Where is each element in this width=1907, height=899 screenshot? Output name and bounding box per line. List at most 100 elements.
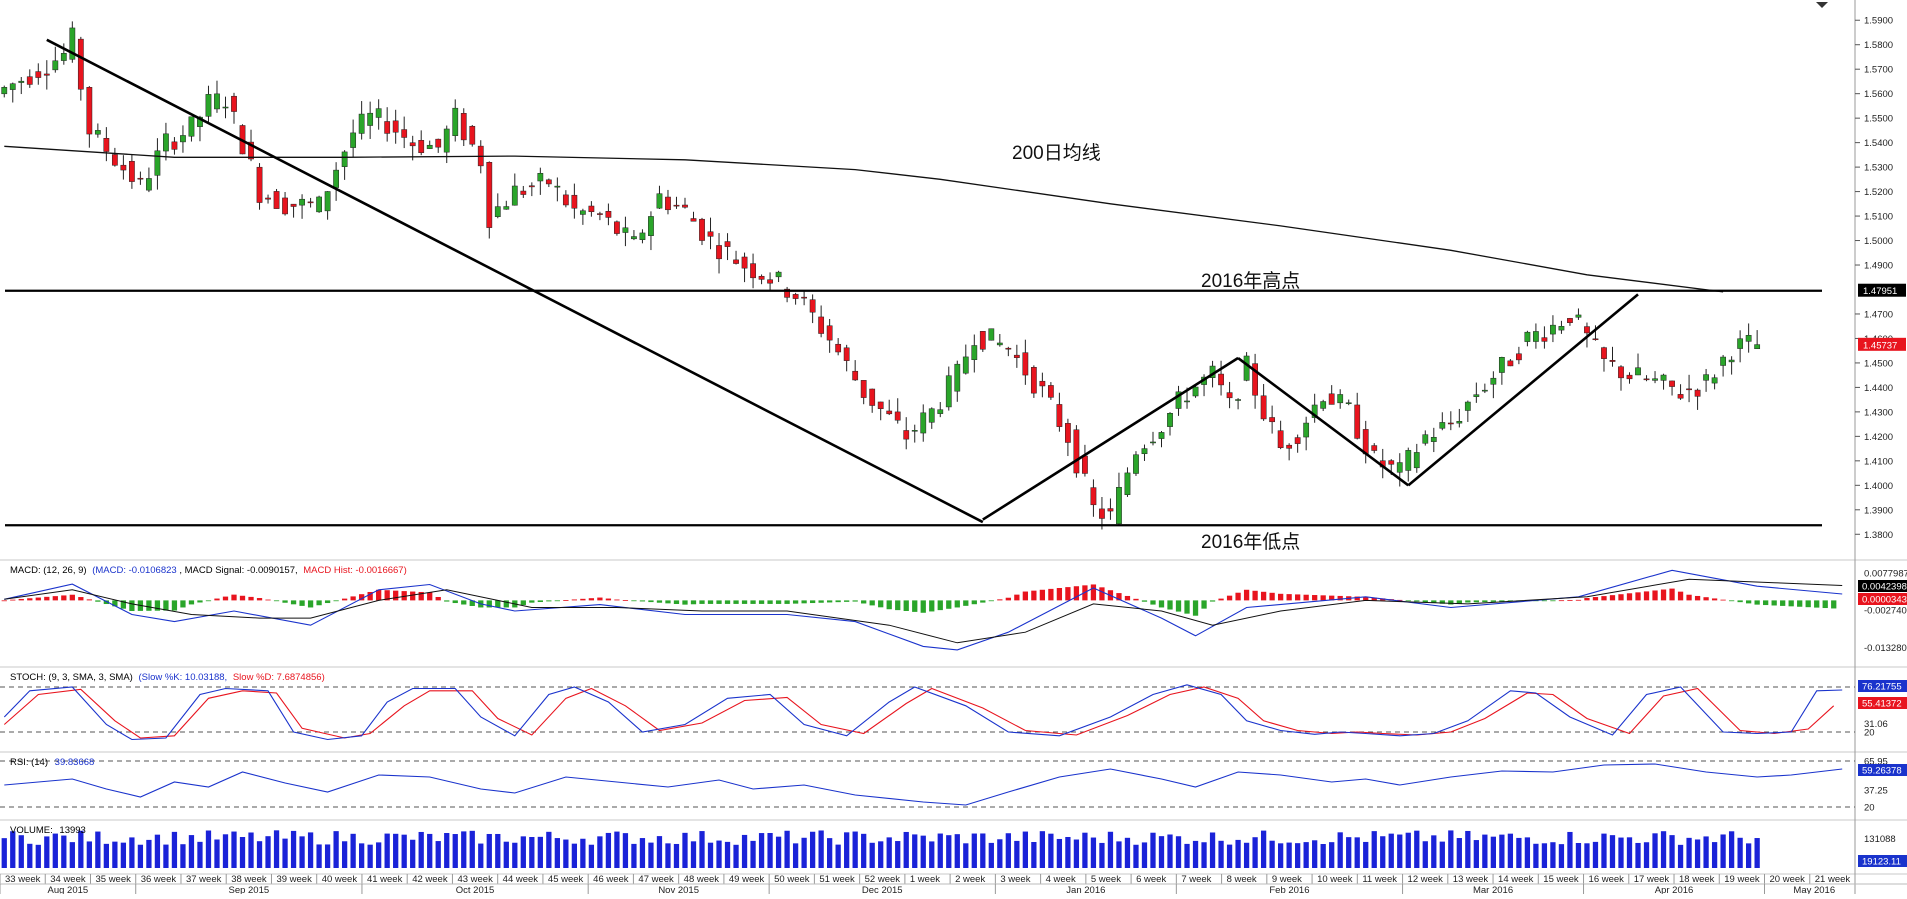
candle-body[interactable] — [928, 408, 935, 423]
candle-body[interactable] — [528, 185, 535, 188]
volume-panel[interactable] — [1, 830, 1760, 868]
candle-body[interactable] — [571, 194, 578, 209]
candle-body[interactable] — [1507, 360, 1514, 367]
candle-body[interactable] — [1388, 460, 1395, 465]
candle-body[interactable] — [741, 256, 748, 269]
candle-body[interactable] — [962, 356, 969, 374]
candle-body[interactable] — [1447, 422, 1454, 425]
rsi-panel[interactable] — [0, 760, 1855, 808]
candle-body[interactable] — [1686, 388, 1692, 391]
candle-body[interactable] — [1328, 393, 1335, 405]
candle-body[interactable] — [562, 194, 569, 206]
candle-body[interactable] — [1703, 374, 1709, 381]
candle-body[interactable] — [1260, 395, 1267, 420]
candle-body[interactable] — [1167, 413, 1173, 427]
candle-body[interactable] — [452, 107, 459, 136]
candle-body[interactable] — [290, 203, 297, 207]
candle-body[interactable] — [1660, 374, 1667, 381]
candle-body[interactable] — [443, 128, 450, 153]
candle-body[interactable] — [120, 164, 127, 171]
candle-body[interactable] — [631, 236, 637, 240]
candle-body[interactable] — [367, 112, 374, 126]
candle-body[interactable] — [163, 133, 169, 152]
candle-body[interactable] — [60, 53, 67, 61]
candle-body[interactable] — [316, 196, 322, 213]
candle-body[interactable] — [1345, 402, 1352, 404]
candle-body[interactable] — [1618, 366, 1624, 379]
candle-body[interactable] — [1498, 357, 1505, 373]
candle-body[interactable] — [1643, 378, 1650, 381]
candle-body[interactable] — [979, 331, 986, 350]
candle-body[interactable] — [9, 83, 16, 90]
candle-body[interactable] — [971, 345, 978, 360]
candle-body[interactable] — [1626, 374, 1633, 380]
candle-body[interactable] — [154, 150, 161, 176]
candle-body[interactable] — [614, 221, 620, 234]
candle-body[interactable] — [486, 162, 493, 228]
candle-body[interactable] — [18, 80, 25, 83]
candle-body[interactable] — [435, 138, 442, 148]
candle-body[interactable] — [1481, 389, 1488, 392]
candle-body[interactable] — [418, 140, 425, 153]
candle-body[interactable] — [1065, 423, 1071, 443]
candle-body[interactable] — [1422, 434, 1429, 444]
candle-body[interactable] — [1575, 314, 1582, 318]
candle-body[interactable] — [94, 130, 101, 135]
candle-body[interactable] — [1150, 441, 1156, 444]
candle-body[interactable] — [273, 191, 280, 209]
candle-body[interactable] — [494, 206, 501, 217]
candle-body[interactable] — [180, 135, 186, 143]
candle-body[interactable] — [1473, 394, 1480, 397]
candle-body[interactable] — [1303, 422, 1310, 438]
candle-body[interactable] — [699, 218, 705, 241]
candle-body[interactable] — [1456, 421, 1463, 424]
candle-body[interactable] — [852, 370, 859, 381]
candle-body[interactable] — [333, 169, 340, 188]
candle-body[interactable] — [605, 211, 612, 218]
candle-body[interactable] — [1005, 347, 1012, 350]
candle-body[interactable] — [1107, 508, 1114, 512]
candle-body[interactable] — [1082, 455, 1088, 474]
candle-body[interactable] — [1694, 389, 1701, 397]
candle-body[interactable] — [503, 206, 510, 210]
candle-body[interactable] — [1039, 380, 1046, 387]
candle-body[interactable] — [1337, 394, 1344, 404]
candle-body[interactable] — [341, 151, 348, 167]
candle-body[interactable] — [26, 76, 33, 85]
candle-body[interactable] — [1158, 432, 1165, 439]
candle-body[interactable] — [511, 185, 518, 206]
candle-body[interactable] — [146, 178, 152, 191]
candle-body[interactable] — [401, 129, 408, 138]
candle-body[interactable] — [299, 198, 305, 206]
candle-body[interactable] — [426, 144, 433, 149]
candle-body[interactable] — [256, 166, 263, 203]
candle-body[interactable] — [886, 410, 893, 415]
candle-body[interactable] — [716, 245, 722, 260]
macd-panel[interactable] — [1, 569, 1843, 651]
candle-body[interactable] — [1533, 331, 1539, 342]
candle-body[interactable] — [35, 71, 42, 78]
candle-body[interactable] — [843, 347, 850, 361]
candle-body[interactable] — [1609, 360, 1616, 362]
candle-body[interactable] — [1584, 326, 1590, 334]
candle-body[interactable] — [1133, 454, 1139, 474]
candle-body[interactable] — [537, 173, 544, 182]
candle-body[interactable] — [103, 138, 110, 152]
candle-body[interactable] — [282, 197, 288, 215]
candle-body[interactable] — [988, 328, 995, 341]
candle-body[interactable] — [409, 142, 416, 147]
candle-body[interactable] — [1235, 399, 1241, 401]
candle-body[interactable] — [809, 299, 816, 313]
candle-body[interactable] — [69, 27, 76, 60]
candle-body[interactable] — [996, 342, 1003, 346]
price-panel[interactable] — [1, 21, 1761, 530]
candle-body[interactable] — [1669, 380, 1675, 387]
candle-body[interactable] — [214, 93, 220, 110]
candle-body[interactable] — [920, 412, 927, 434]
candle-body[interactable] — [588, 205, 595, 213]
candle-body[interactable] — [197, 116, 203, 127]
candle-body[interactable] — [1184, 400, 1190, 403]
candle-body[interactable] — [767, 279, 773, 284]
candle-body[interactable] — [707, 231, 714, 237]
candle-body[interactable] — [784, 288, 790, 298]
